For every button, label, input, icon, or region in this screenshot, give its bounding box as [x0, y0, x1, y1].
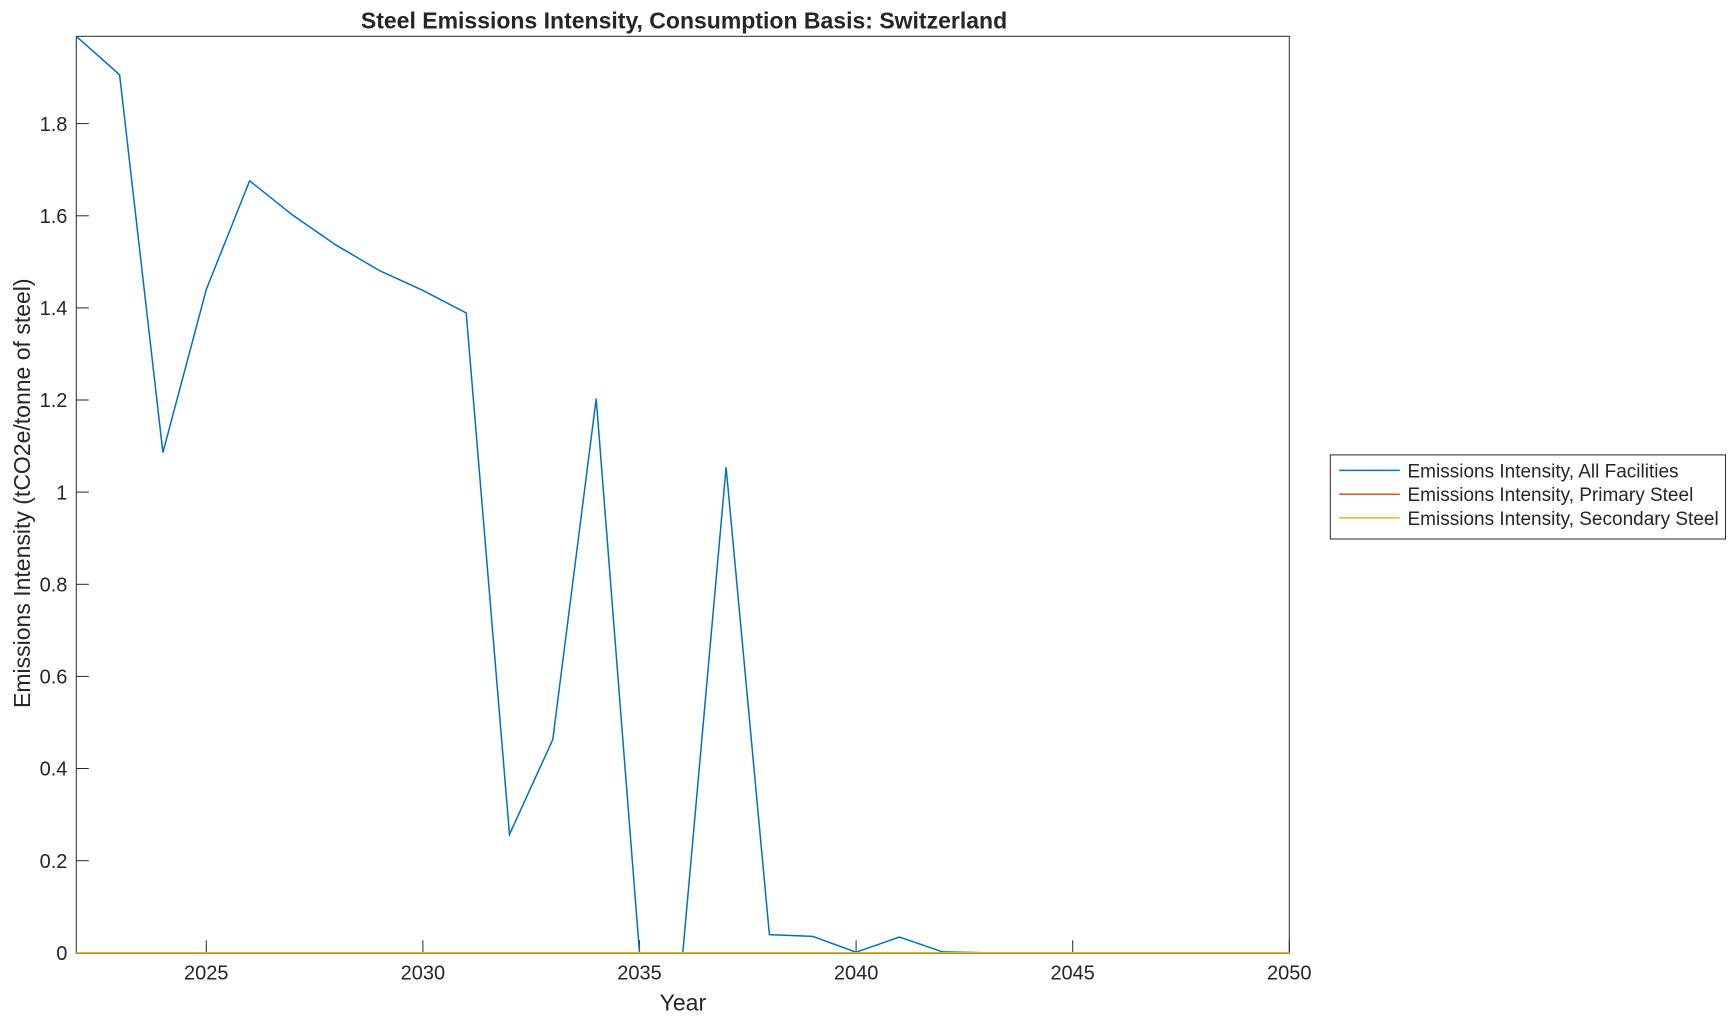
- svg-text:0.8: 0.8: [40, 575, 68, 597]
- svg-text:0.2: 0.2: [40, 851, 68, 873]
- svg-text:1: 1: [56, 482, 67, 504]
- svg-text:Year: Year: [660, 990, 707, 1016]
- svg-text:0.4: 0.4: [40, 759, 68, 781]
- svg-text:1.6: 1.6: [40, 206, 68, 228]
- svg-text:2040: 2040: [834, 963, 879, 985]
- svg-text:Emissions Intensity (tCO2e/ton: Emissions Intensity (tCO2e/tonne of stee…: [9, 278, 35, 708]
- svg-text:Steel Emissions Intensity, Con: Steel Emissions Intensity, Consumption B…: [361, 7, 1007, 33]
- svg-text:1.2: 1.2: [40, 390, 68, 412]
- svg-text:Emissions Intensity, Primary S: Emissions Intensity, Primary Steel: [1408, 485, 1694, 506]
- svg-text:2050: 2050: [1267, 963, 1312, 985]
- svg-text:2030: 2030: [401, 963, 446, 985]
- svg-text:0.6: 0.6: [40, 667, 68, 689]
- svg-text:Emissions Intensity, All Facil: Emissions Intensity, All Facilities: [1408, 461, 1679, 482]
- svg-text:2035: 2035: [617, 963, 662, 985]
- svg-text:Emissions Intensity, Secondary: Emissions Intensity, Secondary Steel: [1408, 509, 1719, 530]
- svg-text:0: 0: [56, 943, 67, 965]
- svg-text:2045: 2045: [1050, 963, 1095, 985]
- svg-text:1.8: 1.8: [40, 114, 68, 136]
- svg-text:1.4: 1.4: [40, 298, 68, 320]
- svg-text:2025: 2025: [184, 963, 229, 985]
